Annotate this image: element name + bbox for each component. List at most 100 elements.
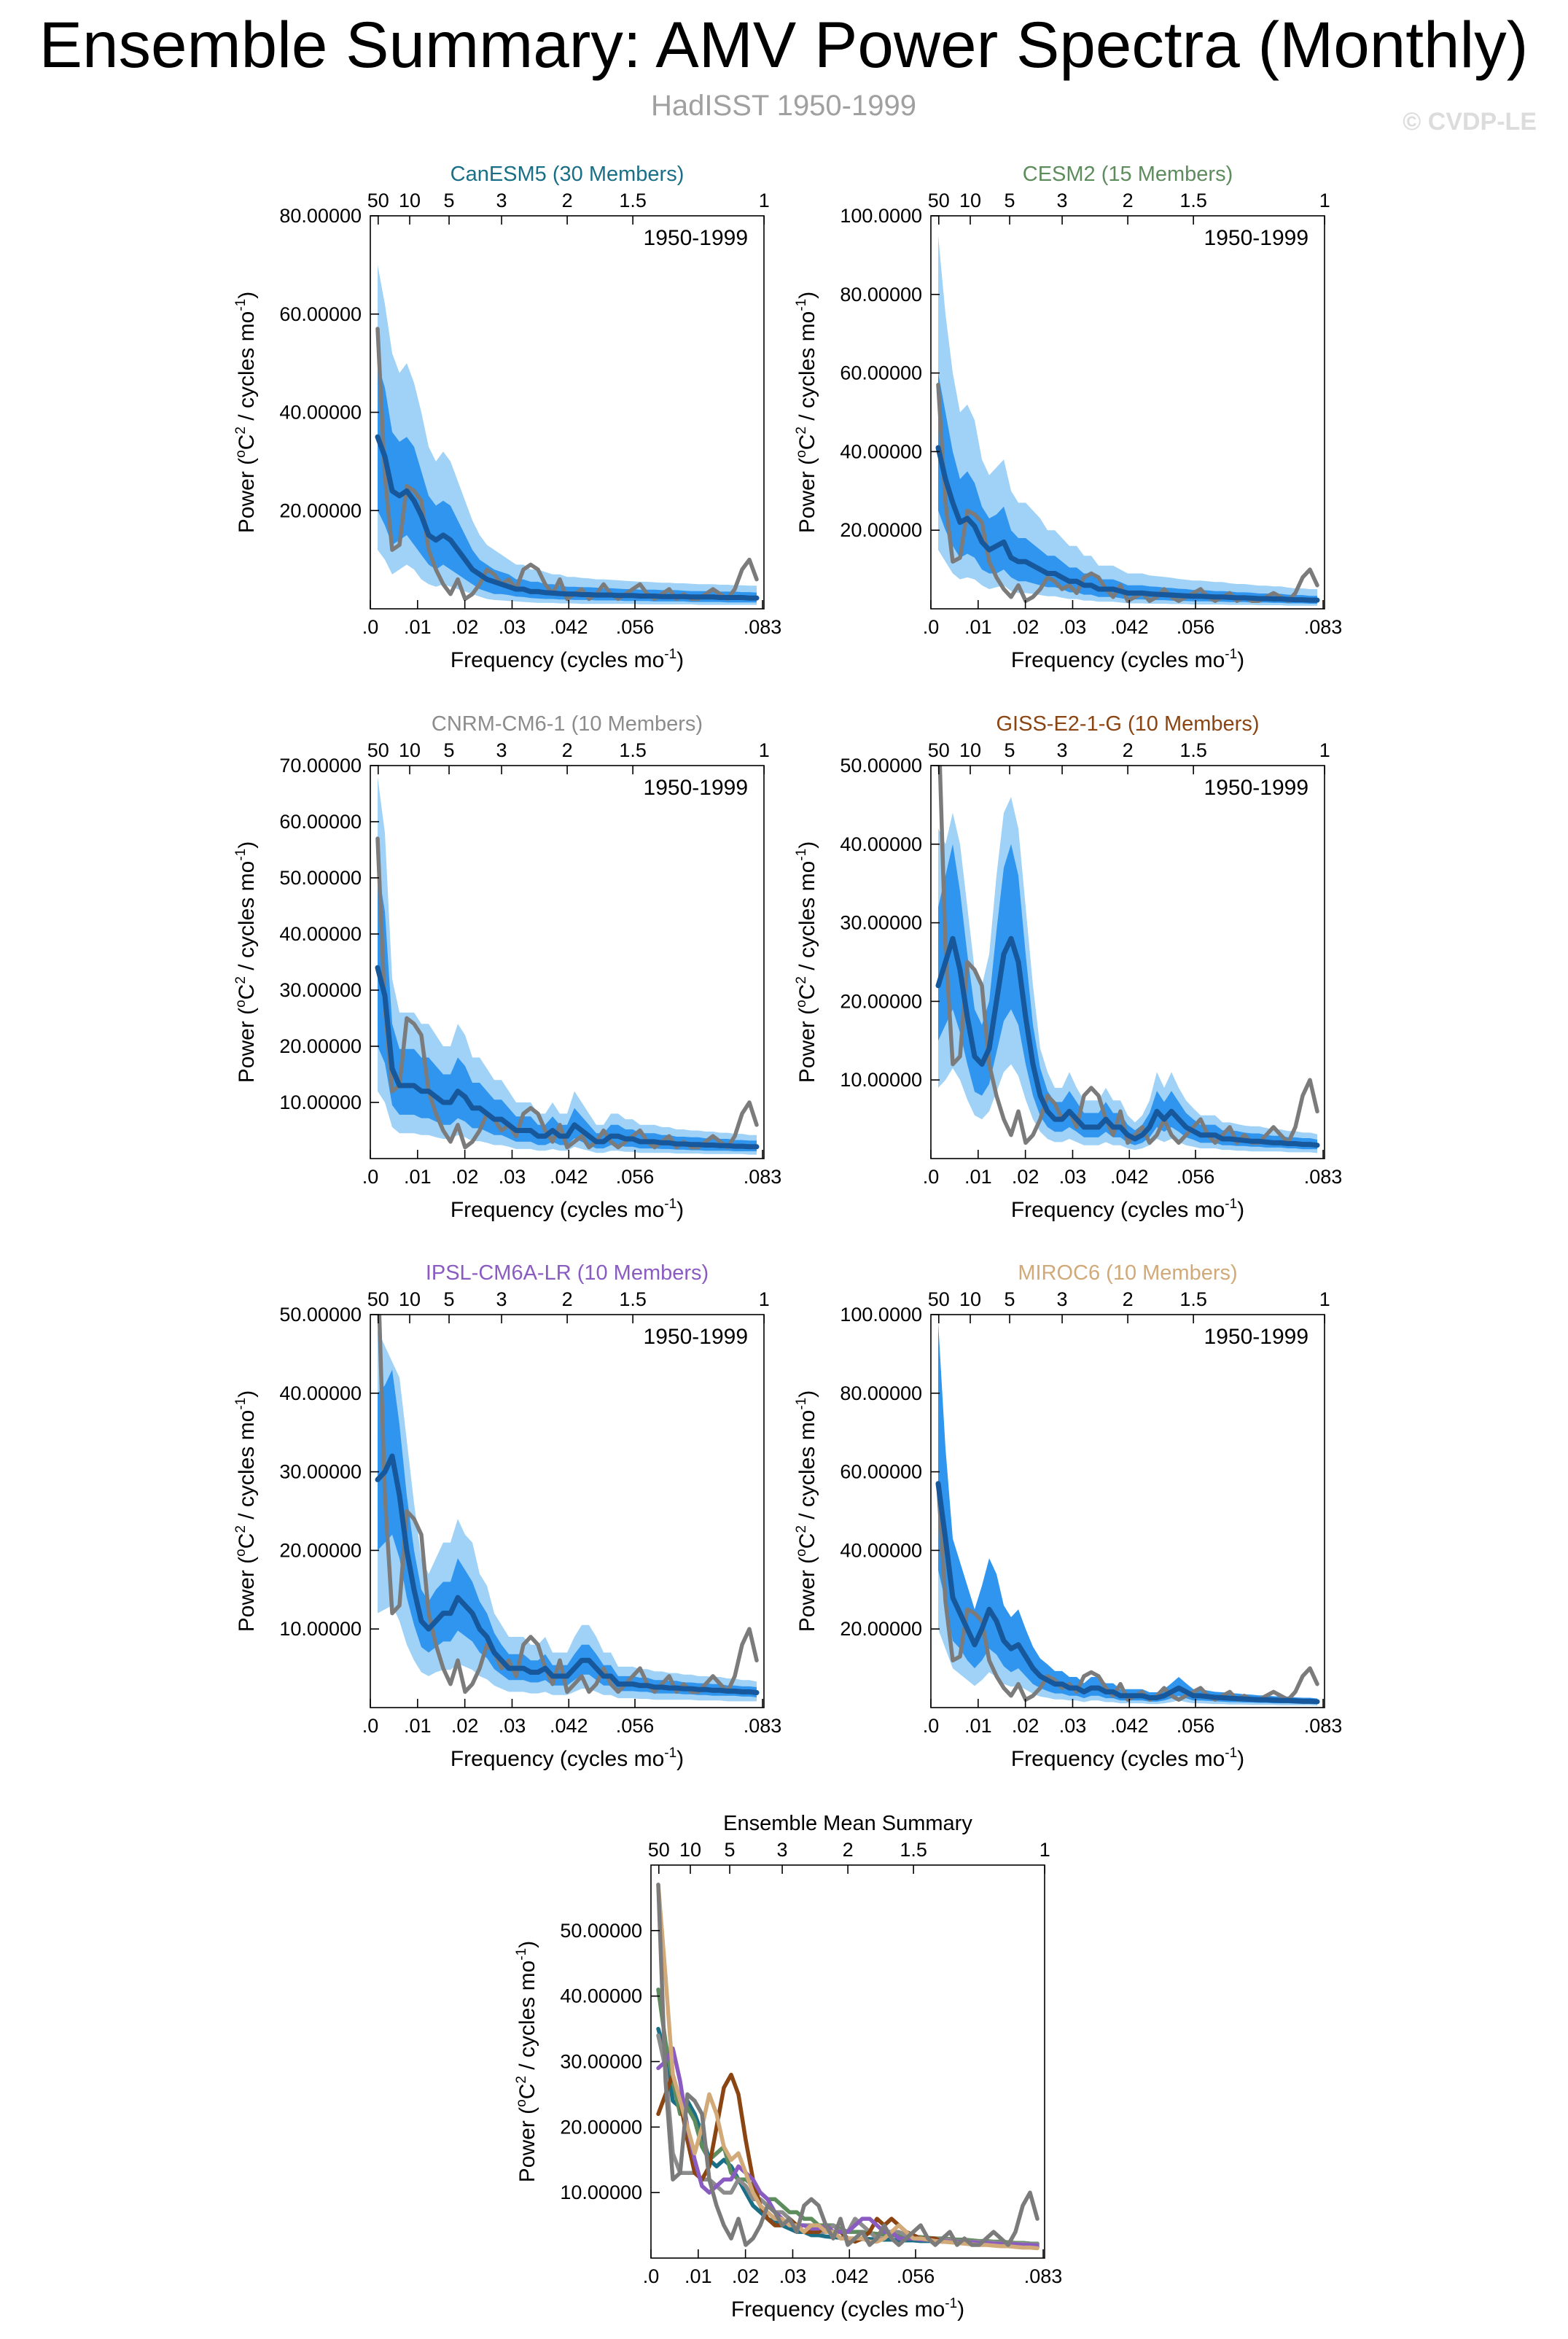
data-layer: [375, 265, 760, 605]
period-label: 1950-1999: [1204, 776, 1308, 800]
panel-title: CanESM5 (30 Members): [450, 163, 684, 186]
y-tick-label: 10.00000: [840, 1069, 922, 1091]
top-tick-label: 2: [562, 1288, 573, 1310]
top-tick-label: 1: [1319, 190, 1330, 211]
ensemble-mean-line: [935, 1481, 1320, 1705]
top-tick-label: 5: [1005, 1288, 1015, 1310]
x-tick-label: .01: [404, 616, 432, 638]
x-tick-label: .03: [499, 1166, 526, 1188]
y-tick-label: 50.00000: [840, 755, 922, 777]
data-layer: [375, 777, 760, 1155]
period-label: 1950-1999: [644, 226, 748, 250]
top-tick-label: 2: [1123, 190, 1134, 211]
panel-title: GISS-E2-1-G (10 Members): [996, 712, 1260, 736]
panel-canesm5: .0 .01 .02 .03 .042 .056 .083 50 10 5 3 2 1.5 1 20.000…: [233, 163, 781, 672]
top-tick-label: 1: [759, 739, 770, 761]
x-tick-label: .0: [362, 1715, 379, 1737]
data-layer: [656, 1883, 1040, 2251]
x-tick-label: .02: [732, 2265, 760, 2287]
x-tick-label: .03: [1059, 1715, 1087, 1737]
y-tick-label: 30.00000: [279, 1461, 362, 1483]
top-tick-label: 5: [444, 739, 455, 761]
x-tick-label: .056: [616, 1715, 655, 1737]
x-tick-label: .042: [550, 1715, 588, 1737]
top-tick-label: 5: [1005, 739, 1015, 761]
panel-cesm2: .0 .01 .02 .03 .042 .056 .083 50 10 5 3 2 1.5 1 20.000…: [794, 163, 1342, 672]
top-tick-label: 2: [1123, 1288, 1134, 1310]
y-tick-label: 20.00000: [840, 990, 922, 1012]
y-tick-label: 100.0000: [840, 1304, 922, 1326]
y-axis-label: Power (oC2 / cycles mo-1): [233, 1390, 259, 1632]
y-axis-label: Power (oC2 / cycles mo-1): [233, 841, 259, 1083]
x-tick-label: .083: [744, 616, 782, 638]
x-tick-label: .056: [1177, 1715, 1215, 1737]
y-tick-label: 10.00000: [560, 2182, 642, 2203]
y-tick-label: 70.00000: [279, 755, 362, 777]
spread-band-outer: [378, 777, 757, 1155]
top-tick-label: 1.5: [1179, 1288, 1207, 1310]
figure-subtitle: HadISST 1950-1999: [651, 90, 916, 122]
top-tick-label: 1.5: [1179, 739, 1207, 761]
top-tick-label: 2: [562, 190, 573, 211]
data-layer: [935, 766, 1320, 1153]
y-tick-label: 20.00000: [560, 2116, 642, 2138]
x-tick-label: .0: [643, 2265, 660, 2287]
x-tick-label: .042: [550, 616, 588, 638]
x-tick-label: .0: [362, 616, 379, 638]
top-tick-label: 50: [928, 190, 950, 211]
x-tick-label: .042: [830, 2265, 869, 2287]
top-tick-label: 3: [1057, 739, 1068, 761]
spread-band-outer: [378, 265, 757, 605]
top-tick-label: 1.5: [900, 1839, 927, 1861]
x-tick-label: .056: [1177, 1166, 1215, 1188]
y-tick-label: 10.00000: [279, 1618, 362, 1640]
top-tick-label: 1: [1040, 1839, 1050, 1861]
x-tick-label: .0: [923, 616, 940, 638]
panel-title: CESM2 (15 Members): [1023, 163, 1233, 186]
top-tick-label: 10: [959, 739, 981, 761]
top-tick-label: 50: [928, 739, 950, 761]
spread-band-outer: [938, 236, 1317, 606]
y-tick-label: 20.00000: [279, 499, 362, 521]
top-tick-label: 5: [444, 1288, 455, 1310]
y-tick-label: 40.00000: [840, 833, 922, 855]
ensemble-mean-line: [375, 434, 760, 601]
x-tick-label: .083: [1304, 616, 1343, 638]
y-tick-label: 10.00000: [279, 1091, 362, 1113]
y-tick-label: 50.00000: [279, 867, 362, 889]
period-label: 1950-1999: [1204, 226, 1308, 250]
y-tick-label: 60.00000: [279, 303, 362, 325]
data-layer: [375, 1315, 760, 1702]
x-tick-label: .02: [451, 1166, 479, 1188]
x-tick-label: .042: [1110, 1166, 1149, 1188]
x-axis-label: Frequency (cycles mo-1): [450, 1746, 684, 1771]
credit-watermark: © CVDP-LE: [1403, 108, 1537, 136]
x-tick-label: .083: [744, 1715, 782, 1737]
y-tick-label: 60.00000: [279, 811, 362, 833]
top-tick-label: 50: [367, 739, 389, 761]
y-tick-label: 40.00000: [560, 1985, 642, 2007]
x-tick-label: .0: [923, 1715, 940, 1737]
ensemble-mean-line: [375, 965, 760, 1150]
data-layer: [935, 1322, 1320, 1706]
y-axis-label: Power (oC2 / cycles mo-1): [514, 1941, 539, 2182]
x-tick-label: .02: [1012, 1166, 1040, 1188]
y-tick-label: 40.00000: [279, 923, 362, 945]
x-tick-label: .0: [923, 1166, 940, 1188]
x-tick-label: .083: [1304, 1166, 1343, 1188]
x-tick-label: .03: [499, 1715, 526, 1737]
top-tick-label: 2: [562, 739, 573, 761]
x-tick-label: .03: [1059, 1166, 1087, 1188]
top-tick-label: 10: [399, 1288, 421, 1310]
y-axis-label: Power (oC2 / cycles mo-1): [233, 292, 259, 533]
observations-line: [656, 1883, 1040, 2247]
top-tick-label: 1: [759, 190, 770, 211]
top-tick-label: 1: [1319, 1288, 1330, 1310]
observations-line: [936, 383, 1319, 603]
top-tick-label: 1: [759, 1288, 770, 1310]
x-tick-label: .02: [451, 616, 479, 638]
y-tick-label: 80.00000: [840, 1382, 922, 1404]
x-axis-label: Frequency (cycles mo-1): [731, 2296, 964, 2322]
x-axis-label: Frequency (cycles mo-1): [1011, 1196, 1244, 1222]
